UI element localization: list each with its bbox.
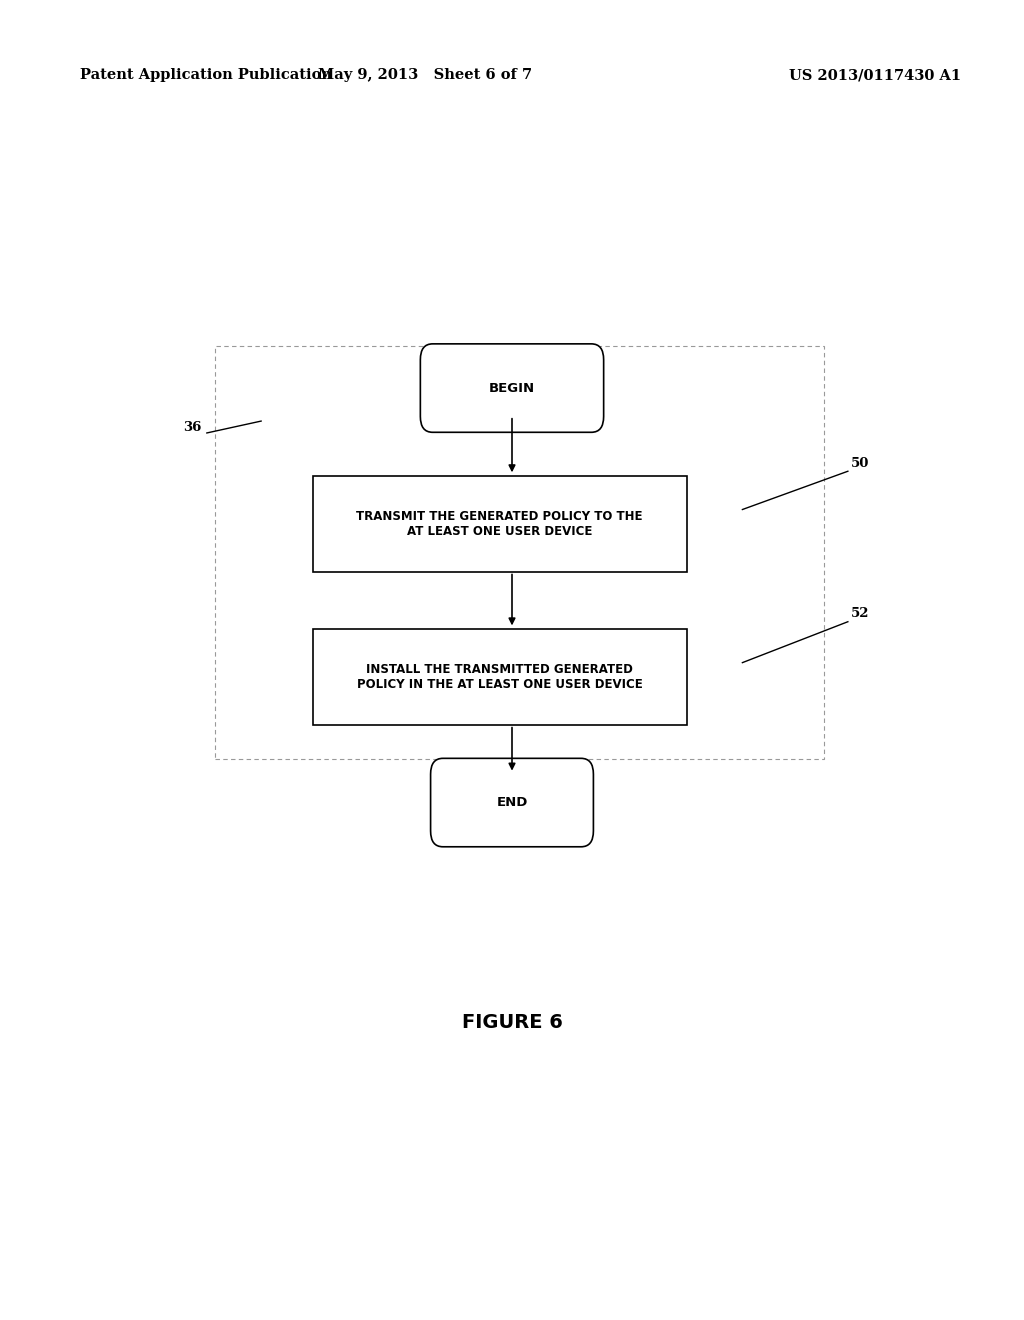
Text: TRANSMIT THE GENERATED POLICY TO THE
AT LEAST ONE USER DEVICE: TRANSMIT THE GENERATED POLICY TO THE AT … [356, 510, 643, 539]
Text: 50: 50 [851, 457, 869, 470]
Text: BEGIN: BEGIN [488, 381, 536, 395]
Text: Patent Application Publication: Patent Application Publication [80, 69, 332, 82]
Text: 36: 36 [183, 421, 202, 434]
FancyBboxPatch shape [420, 343, 603, 433]
Text: INSTALL THE TRANSMITTED GENERATED
POLICY IN THE AT LEAST ONE USER DEVICE: INSTALL THE TRANSMITTED GENERATED POLICY… [356, 663, 643, 692]
FancyBboxPatch shape [313, 477, 686, 573]
Bar [215, 346, 824, 759]
Text: May 9, 2013   Sheet 6 of 7: May 9, 2013 Sheet 6 of 7 [317, 69, 532, 82]
FancyBboxPatch shape [313, 630, 686, 726]
Text: 52: 52 [851, 607, 869, 620]
Text: END: END [497, 796, 527, 809]
Text: FIGURE 6: FIGURE 6 [462, 1014, 562, 1032]
FancyBboxPatch shape [430, 758, 594, 847]
Text: US 2013/0117430 A1: US 2013/0117430 A1 [790, 69, 962, 82]
